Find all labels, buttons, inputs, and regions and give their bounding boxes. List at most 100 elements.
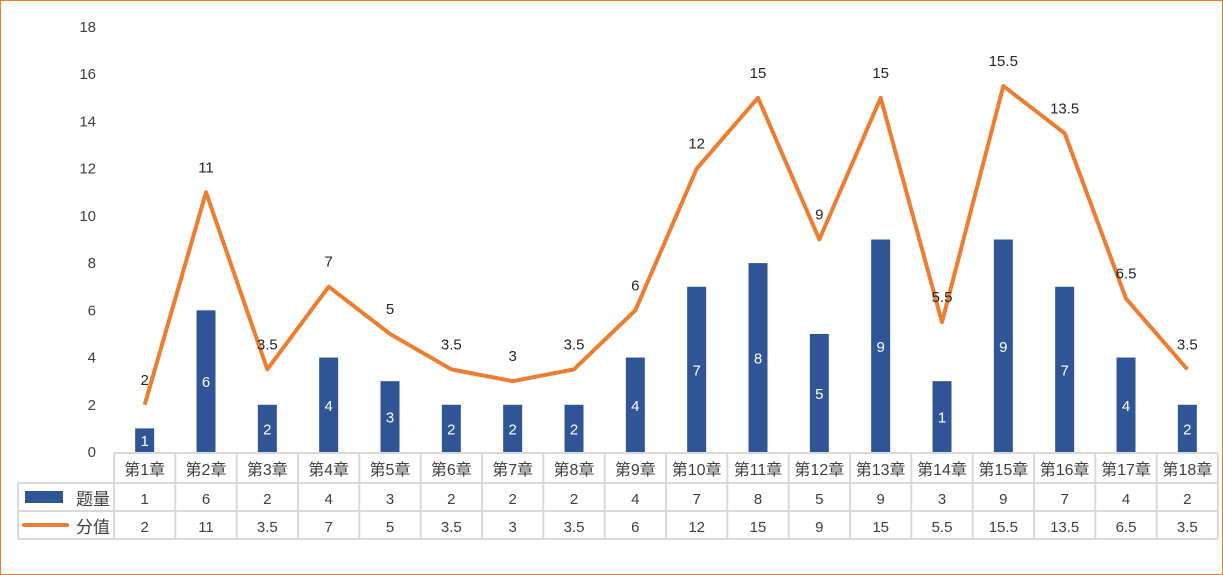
y-tick-label: 10	[79, 208, 96, 225]
bar	[993, 239, 1013, 452]
bar-data-label: 7	[1060, 362, 1068, 379]
table-category-label: 第14章	[917, 461, 967, 479]
table-category-label: 第9章	[615, 461, 656, 479]
y-tick-label: 0	[88, 444, 96, 461]
bar	[564, 404, 584, 452]
table-cell: 2	[447, 491, 455, 508]
line-data-label: 15	[750, 65, 767, 82]
table-cell: 3.5	[257, 519, 278, 536]
table-category-label: 第17章	[1101, 461, 1151, 479]
table-category-label: 第6章	[431, 461, 472, 479]
table-category-label: 第10章	[672, 461, 722, 479]
bar	[135, 428, 155, 452]
bar-data-label: 6	[202, 374, 210, 391]
bar	[625, 357, 645, 452]
bar-data-label: 8	[754, 351, 762, 368]
table-cell: 13.5	[1050, 519, 1079, 536]
table-cell: 15.5	[989, 519, 1018, 536]
line-data-label: 13.5	[1050, 100, 1079, 117]
line-data-label: 3	[508, 348, 516, 365]
table-cell: 4	[324, 491, 332, 508]
table-cell: 6.5	[1116, 519, 1137, 536]
bar-data-label: 3	[386, 410, 394, 427]
table-cell: 2	[140, 519, 148, 536]
table-cell: 2	[508, 491, 516, 508]
table-cell: 12	[688, 519, 705, 536]
table-cell: 9	[876, 491, 884, 508]
table-cell: 11	[198, 519, 214, 536]
bar-data-label: 4	[1122, 398, 1130, 415]
table-cell: 6	[631, 519, 639, 536]
bar	[503, 404, 523, 452]
table-category-label: 第7章	[492, 461, 533, 479]
table-cell: 3.5	[441, 519, 462, 536]
table-category-label: 第15章	[978, 461, 1028, 479]
y-tick-label: 2	[88, 397, 96, 414]
bar	[871, 239, 891, 452]
bar-data-label: 5	[815, 386, 823, 403]
bar	[1116, 357, 1136, 452]
table-cell: 8	[754, 491, 762, 508]
bar-data-label: 2	[263, 421, 271, 438]
y-tick-label: 16	[79, 66, 96, 83]
table-cell: 2	[570, 491, 578, 508]
y-tick-label: 12	[79, 161, 96, 178]
bar	[932, 381, 952, 452]
table-cell: 2	[263, 491, 271, 508]
bar	[380, 381, 400, 452]
table-category-label: 第1章	[124, 461, 165, 479]
table-category-label: 第4章	[308, 461, 349, 479]
table-cell: 15	[750, 519, 767, 536]
table-cell: 5	[386, 519, 394, 536]
bar-data-label: 1	[140, 433, 148, 450]
table-category-label: 第11章	[734, 461, 783, 479]
table-cell: 9	[815, 519, 823, 536]
y-tick-label: 18	[79, 19, 96, 36]
bar-data-label: 2	[1183, 421, 1191, 438]
table-cell: 6	[202, 491, 210, 508]
bar-data-label: 7	[692, 362, 700, 379]
line-data-label: 6.5	[1116, 266, 1137, 283]
bar-data-label: 9	[999, 339, 1007, 356]
table-cell: 7	[692, 491, 700, 508]
bar	[1177, 404, 1197, 452]
bar-data-label: 2	[570, 421, 578, 438]
table-cell: 5.5	[932, 519, 953, 536]
line-data-label: 6	[631, 277, 639, 294]
legend-label: 题量	[76, 490, 110, 509]
table-category-label: 第3章	[247, 461, 288, 479]
line-data-label: 9	[815, 207, 823, 224]
table-cell: 9	[999, 491, 1007, 508]
line-data-label: 5.5	[932, 289, 953, 306]
bar-data-label: 2	[447, 421, 455, 438]
table-cell: 5	[815, 491, 823, 508]
bar-data-label: 4	[631, 398, 639, 415]
bar-data-label: 4	[324, 398, 332, 415]
table-category-label: 第18章	[1162, 461, 1212, 479]
table-category-label: 第13章	[856, 461, 906, 479]
bar	[319, 357, 339, 452]
y-tick-label: 14	[79, 113, 96, 130]
table-cell: 2	[1183, 491, 1191, 508]
line-data-label: 3.5	[564, 336, 585, 353]
table-cell: 7	[1060, 491, 1068, 508]
legend-bar-swatch	[25, 491, 63, 503]
legend-label: 分值	[76, 518, 110, 537]
table-cell: 3.5	[564, 519, 585, 536]
line-data-label: 3.5	[1177, 336, 1198, 353]
bar	[1055, 286, 1075, 452]
line-data-label: 7	[324, 254, 332, 271]
bar	[809, 333, 829, 452]
bar-data-label: 9	[876, 339, 884, 356]
table-category-label: 第16章	[1040, 461, 1090, 479]
line-data-label: 3.5	[257, 336, 278, 353]
table-cell: 4	[1122, 491, 1130, 508]
line-data-label: 3.5	[441, 336, 462, 353]
table-cell: 1	[140, 491, 148, 508]
y-tick-label: 4	[88, 350, 96, 367]
table-cell: 3	[508, 519, 516, 536]
line-data-label: 5	[386, 301, 394, 318]
table-cell: 3	[938, 491, 946, 508]
